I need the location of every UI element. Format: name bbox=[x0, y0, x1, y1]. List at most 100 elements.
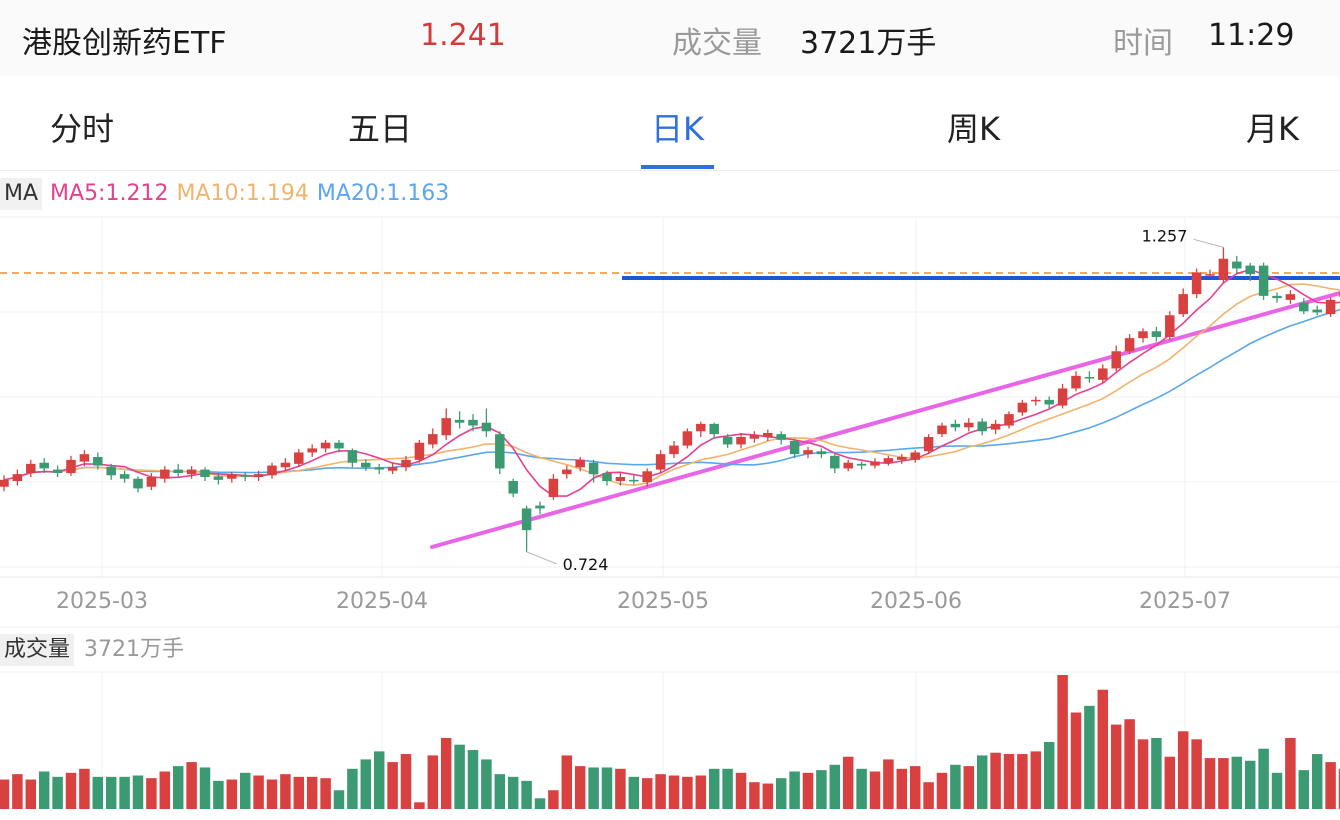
volume-bar bbox=[775, 778, 787, 809]
candle-body bbox=[548, 478, 559, 497]
volume-bar bbox=[762, 783, 774, 809]
chart-overlays bbox=[0, 272, 1340, 549]
x-tick-label: 2025-07 bbox=[1139, 589, 1231, 614]
candle bbox=[1165, 311, 1175, 340]
tab-weekly-k[interactable]: 周K bbox=[947, 110, 1000, 148]
candle bbox=[1004, 411, 1014, 429]
volume-bar bbox=[561, 755, 573, 809]
candle bbox=[642, 468, 652, 487]
candle bbox=[1151, 326, 1162, 342]
tab-monthly-k[interactable]: 月K bbox=[1246, 110, 1299, 148]
candle bbox=[1218, 247, 1229, 283]
candle-body bbox=[240, 475, 250, 477]
candle-body bbox=[669, 445, 679, 455]
volume-bar bbox=[226, 779, 238, 809]
candle bbox=[146, 473, 157, 491]
volume-bar bbox=[360, 759, 372, 809]
volume-bar bbox=[923, 782, 934, 809]
volume-bar bbox=[708, 768, 720, 809]
candle bbox=[495, 431, 505, 475]
volume-bar bbox=[92, 776, 104, 809]
x-axis-ticks: 2025-03 2025-04 2025-05 2025-06 2025-07 bbox=[56, 589, 1231, 614]
candle-body bbox=[709, 423, 719, 435]
candle-body bbox=[52, 469, 63, 473]
candle bbox=[937, 422, 947, 437]
candle bbox=[93, 452, 103, 470]
volume-legend-value: 3721万手 bbox=[84, 637, 185, 662]
candle bbox=[830, 454, 840, 473]
volume-bar bbox=[1084, 705, 1095, 809]
candle-body bbox=[615, 477, 626, 481]
x-tick-label: 2025-03 bbox=[56, 589, 148, 614]
candle bbox=[106, 463, 116, 480]
tab-intraday[interactable]: 分时 bbox=[50, 110, 115, 148]
volume-bar bbox=[668, 775, 680, 809]
candle-body bbox=[454, 419, 465, 423]
candle bbox=[481, 408, 492, 437]
candle-body bbox=[12, 474, 23, 481]
volume-bar bbox=[440, 737, 452, 809]
time-value: 11:29 bbox=[1208, 18, 1295, 53]
volume-bar bbox=[172, 766, 184, 809]
candle-body bbox=[1285, 294, 1296, 300]
candle-body bbox=[1258, 265, 1269, 296]
volume-bar bbox=[1271, 772, 1283, 809]
volume-bar bbox=[963, 766, 975, 809]
candle-body bbox=[1098, 368, 1108, 380]
candle bbox=[816, 448, 827, 459]
candle-body bbox=[387, 467, 398, 471]
candle-body bbox=[856, 463, 867, 466]
candle bbox=[1084, 371, 1095, 383]
candle-body bbox=[816, 451, 827, 455]
tab-daily-k[interactable]: 日K bbox=[651, 110, 704, 148]
volume-bar bbox=[1097, 689, 1109, 809]
candle bbox=[133, 476, 143, 493]
candle-body bbox=[1178, 294, 1188, 315]
candle bbox=[66, 455, 76, 476]
candle-body bbox=[481, 422, 492, 432]
candle bbox=[280, 458, 291, 471]
candle-body bbox=[66, 459, 76, 473]
candle bbox=[1285, 290, 1296, 304]
volume-bar bbox=[641, 778, 653, 809]
volume-bar bbox=[521, 780, 532, 809]
volume-bar bbox=[1110, 724, 1122, 809]
volume-bar bbox=[119, 776, 130, 809]
candle-body bbox=[1299, 302, 1309, 312]
candle bbox=[923, 434, 934, 455]
ma-tag[interactable]: MA bbox=[0, 178, 43, 210]
candle bbox=[950, 419, 961, 432]
volume-bar bbox=[1070, 712, 1082, 809]
candle-body bbox=[294, 452, 304, 464]
candle bbox=[1205, 269, 1215, 277]
volume-bar bbox=[883, 759, 894, 809]
volume-bar bbox=[146, 778, 157, 809]
candle-body bbox=[93, 457, 103, 466]
candle-body bbox=[213, 476, 224, 480]
volume-bar bbox=[936, 772, 948, 809]
candle-body bbox=[79, 454, 90, 462]
volume-bar bbox=[1258, 748, 1269, 809]
candle-body bbox=[575, 459, 585, 468]
candle bbox=[1071, 371, 1081, 392]
candle bbox=[1272, 292, 1282, 303]
candle bbox=[977, 418, 987, 436]
candle-body bbox=[468, 419, 478, 426]
volume-bar bbox=[950, 764, 961, 809]
candle-body bbox=[227, 474, 237, 479]
quote-header: 港股创新药ETF 1.241 成交量 3721万手 时间 11:29 bbox=[0, 0, 1340, 76]
volume-bar bbox=[414, 802, 425, 809]
candle-body bbox=[1071, 375, 1081, 389]
volume-bar bbox=[320, 778, 331, 809]
candle bbox=[709, 422, 719, 439]
candle bbox=[347, 448, 358, 468]
candle bbox=[79, 450, 90, 467]
volume-bar bbox=[1311, 754, 1323, 809]
volume-tag[interactable]: 成交量 bbox=[0, 634, 75, 666]
tab-five-day[interactable]: 五日 bbox=[348, 110, 413, 148]
volume-bar bbox=[1191, 739, 1202, 809]
volume-bar bbox=[1137, 739, 1149, 809]
low-pointer bbox=[526, 551, 557, 565]
candle-body bbox=[146, 477, 157, 487]
